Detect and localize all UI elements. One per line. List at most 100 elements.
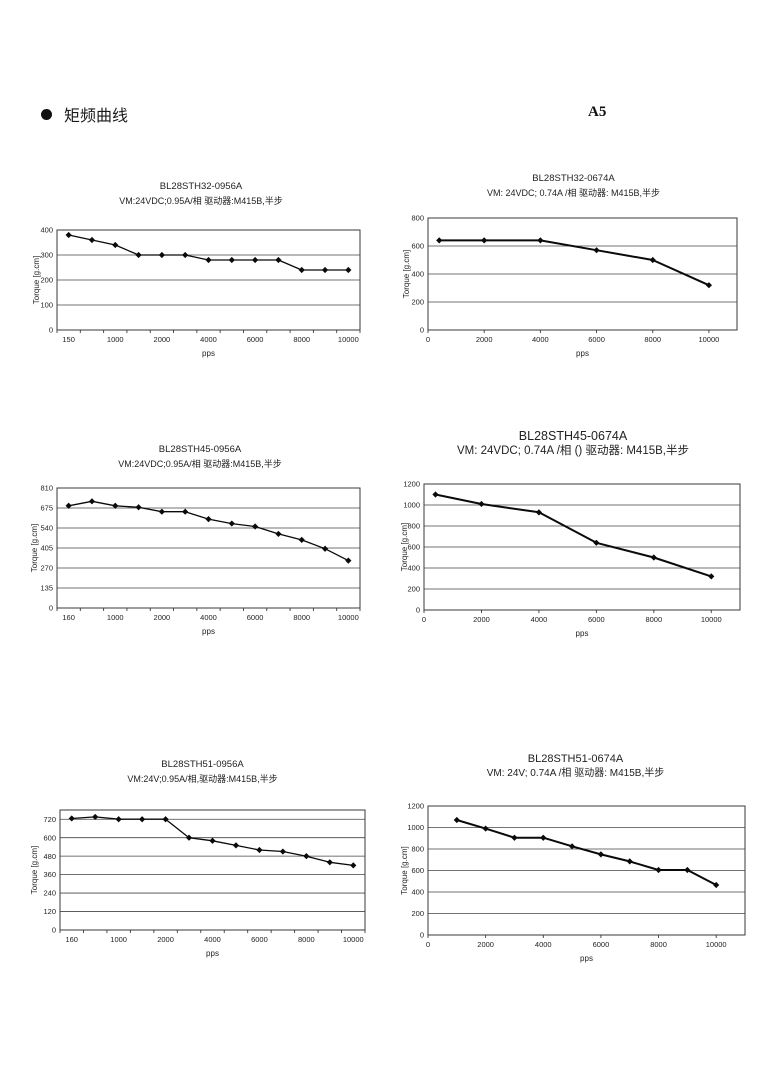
x-axis-label: pps xyxy=(202,627,215,636)
x-axis-label: pps xyxy=(576,349,589,358)
y-tick-label: 0 xyxy=(416,606,420,615)
y-tick-label: 0 xyxy=(49,326,53,335)
data-point xyxy=(298,536,305,543)
chart-subtitle: VM:24VDC;0.95A/相 驱动器:M415B,半步 xyxy=(119,196,283,206)
x-tick-label: 10000 xyxy=(701,615,722,624)
y-axis-label: Torque [g.cm] xyxy=(402,250,411,298)
data-point xyxy=(326,859,333,866)
data-point xyxy=(478,500,485,508)
data-point xyxy=(139,816,146,823)
y-tick-label: 0 xyxy=(52,926,56,935)
data-point xyxy=(713,881,720,889)
chart-plot: 0 100 200 300 400 150 1000 2000 4000 6000 8000 1000… xyxy=(32,226,361,358)
data-point xyxy=(593,247,600,254)
y-tick-label: 270 xyxy=(40,564,53,573)
x-tick-label: 6000 xyxy=(247,335,264,344)
x-axis-label: pps xyxy=(206,949,219,958)
data-point xyxy=(350,862,357,869)
chart-bl28sth51-0674a: BL28STH51-0674A VM: 24V; 0.74A /相 驱动器: M… xyxy=(398,752,753,969)
data-point xyxy=(228,256,235,264)
data-point xyxy=(135,504,142,511)
chart-title: BL28STH45-0956A xyxy=(158,444,242,455)
data-point xyxy=(68,815,75,822)
y-tick-label: 240 xyxy=(43,889,56,898)
data-point xyxy=(649,256,656,264)
x-tick-label: 2000 xyxy=(154,335,171,344)
y-axis-label: Torque [g.cm] xyxy=(30,524,39,572)
y-tick-label: 1000 xyxy=(403,501,420,510)
y-tick-label: 400 xyxy=(407,564,420,573)
plot-frame xyxy=(56,487,361,609)
x-tick-label: 10000 xyxy=(698,335,719,344)
data-point xyxy=(321,545,329,552)
x-tick-label: 1000 xyxy=(110,935,127,944)
data-point xyxy=(482,825,489,832)
chart-bl28sth45-0674a: BL28STH45-0674A VM: 24VDC; 0.74A /相 () 驱… xyxy=(398,428,748,644)
chart-plot: 0 200 400 600 800 1000 1200 0 2000 4000 6000 8000 10… xyxy=(400,802,746,963)
data-point xyxy=(252,523,259,530)
y-tick-label: 200 xyxy=(411,909,424,918)
data-point xyxy=(205,256,212,264)
data-point xyxy=(135,251,142,259)
y-tick-label: 1200 xyxy=(407,802,424,811)
x-tick-label: 8000 xyxy=(645,615,662,624)
y-tick-label: 400 xyxy=(40,226,53,235)
x-tick-label: 6000 xyxy=(588,335,605,344)
data-point xyxy=(537,237,544,244)
plot-frame xyxy=(423,483,741,611)
data-point xyxy=(115,816,122,823)
x-tick-label: 1000 xyxy=(107,613,124,622)
y-tick-label: 800 xyxy=(411,845,424,854)
data-line xyxy=(456,819,717,886)
data-point xyxy=(182,251,189,259)
x-tick-label: 0 xyxy=(426,335,430,344)
x-tick-label: 0 xyxy=(426,940,430,949)
y-tick-label: 800 xyxy=(411,214,424,223)
x-tick-label: 6000 xyxy=(247,613,264,622)
y-tick-label: 100 xyxy=(40,301,53,310)
x-tick-label: 4000 xyxy=(200,335,217,344)
x-axis-label: pps xyxy=(576,629,589,638)
data-point xyxy=(65,231,72,239)
y-tick-label: 600 xyxy=(407,543,420,552)
y-tick-label: 300 xyxy=(40,251,53,260)
x-axis-label: pps xyxy=(202,349,215,358)
data-point xyxy=(158,508,165,515)
plot-frame xyxy=(59,809,366,931)
x-tick-label: 8000 xyxy=(644,335,661,344)
y-tick-label: 400 xyxy=(411,270,424,279)
x-tick-label: 6000 xyxy=(593,940,610,949)
data-point xyxy=(432,491,439,498)
x-tick-label: 2000 xyxy=(157,935,174,944)
chart-plot: 0 135 270 405 540 675 810 160 1000 2000 4000 6000 80… xyxy=(30,484,361,636)
page-number: A5 xyxy=(588,104,607,120)
chart-title: BL28STH51-0956A xyxy=(161,759,244,770)
data-point xyxy=(650,554,657,561)
data-point xyxy=(321,266,329,274)
data-point xyxy=(279,848,286,855)
y-tick-label: 360 xyxy=(43,870,56,879)
x-tick-label: 10000 xyxy=(343,935,364,944)
chart-subtitle: VM: 24V; 0.74A /相 驱动器: M415B,半步 xyxy=(486,768,665,779)
data-point xyxy=(481,237,488,244)
y-tick-label: 120 xyxy=(43,907,56,916)
page-title: 矩频曲线 xyxy=(64,108,129,125)
y-tick-label: 200 xyxy=(407,585,420,594)
chart-title: BL28STH45-0674A xyxy=(518,429,628,443)
chart-subtitle: VM:24VDC;0.95A/相 驱动器:M415B,半步 xyxy=(118,459,282,469)
plot-frame xyxy=(56,229,361,331)
data-point xyxy=(65,502,72,509)
chart-title: BL28STH32-0956A xyxy=(159,181,243,192)
data-point xyxy=(182,508,189,515)
x-tick-label: 160 xyxy=(65,935,78,944)
data-point xyxy=(256,846,263,854)
chart-subtitle: VM: 24VDC; 0.74A /相 驱动器: M415B,半步 xyxy=(486,188,661,198)
data-point xyxy=(252,256,259,264)
plot-frame xyxy=(427,217,738,331)
y-axis-label: Torque [g.cm] xyxy=(32,256,41,304)
data-point xyxy=(228,520,235,527)
x-tick-label: 1000 xyxy=(107,335,124,344)
x-tick-label: 2000 xyxy=(477,940,494,949)
